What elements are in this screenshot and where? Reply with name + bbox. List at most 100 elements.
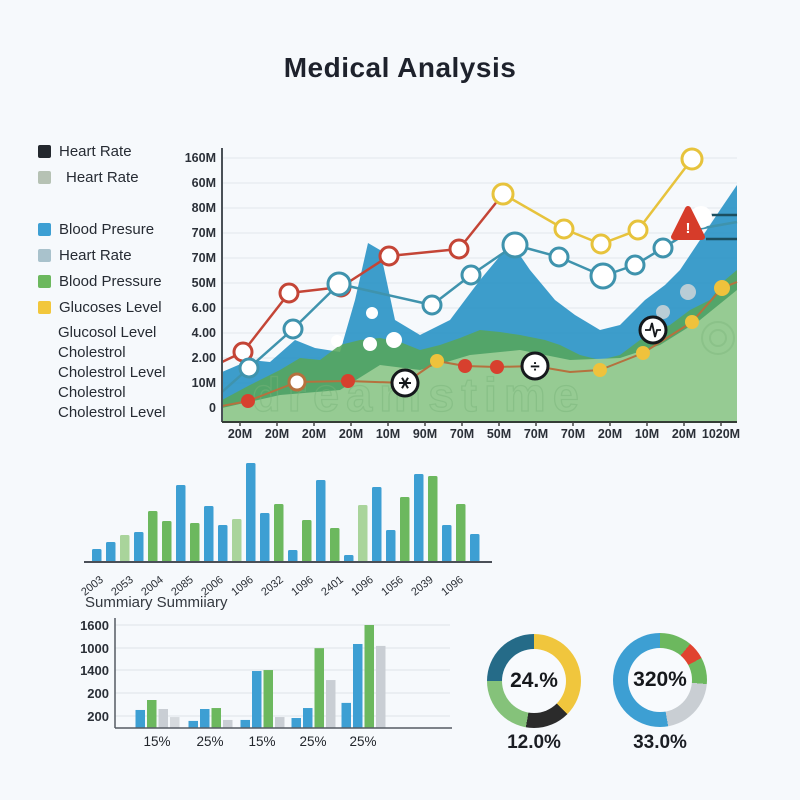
summary-bar (188, 720, 198, 728)
x-axis-label: 20M (672, 427, 696, 441)
y-axis-label: 80M (192, 201, 216, 215)
bar (344, 555, 354, 562)
summary-bar (211, 708, 221, 728)
cholestrol-trend-red-marker (278, 282, 300, 304)
y-axis-label: 160M (185, 151, 216, 165)
legend-item-9: Cholestrol (38, 384, 213, 401)
bar (162, 521, 172, 562)
asterisk-medical-icon (390, 368, 420, 398)
x-axis-label: 1020M (702, 427, 740, 441)
svg-text:!: ! (686, 220, 691, 237)
legend-label: Blood Pressure (59, 273, 162, 290)
summary-bar (314, 648, 324, 728)
bar (148, 511, 158, 562)
bar (120, 535, 130, 562)
cholestrol-level-trend-tan-marker (714, 280, 730, 296)
bar (316, 480, 326, 562)
bar (302, 520, 312, 562)
glucoses-trend-yellow (502, 158, 693, 246)
glucoses-trend-yellow-marker (553, 218, 575, 240)
bar (260, 513, 270, 562)
heart-rate-trend-teal-marker (589, 262, 617, 290)
cholestrol-level-trend-tan-marker (593, 363, 607, 377)
donut-1-hole: 24.% (502, 649, 566, 713)
summary-bar (291, 718, 301, 728)
heart-rate-trend-teal-marker (624, 254, 646, 276)
donut-chart-1: 24.% (487, 634, 581, 728)
bar (176, 485, 186, 562)
summary-bar (326, 680, 336, 728)
y-axis-label: 0 (209, 401, 216, 415)
summary-grouped-bar-chart: 1600 1000 1400 200 200 15% 25% 15% 25% 25% (80, 618, 452, 749)
heart-rate-trend-teal-marker (501, 231, 529, 259)
summary-y-label: 1000 (80, 641, 109, 656)
legend-label: Heart Rate (59, 143, 132, 160)
legend-label: Cholestrol Level (58, 404, 166, 421)
bar-x-label: 1096 (349, 574, 376, 599)
donut-2-center-label: 320% (633, 668, 687, 691)
divide-medical-icon: ÷ (520, 351, 550, 381)
glucoses-trend-yellow-marker (627, 219, 649, 241)
legend-item-2: Blood Presure (38, 220, 213, 239)
cholestrol-level-trend-tan-marker (490, 360, 504, 374)
y-axis-label: 50M (192, 276, 216, 290)
legend-label: Blood Presure (59, 221, 155, 238)
heart-rate-trend-teal-marker (460, 264, 482, 286)
summary-bar (341, 702, 351, 728)
donut-2-caption: 33.0% (633, 732, 687, 753)
glucose-area-lightgreen (222, 290, 737, 422)
bar (372, 487, 382, 562)
summary-bar (170, 717, 180, 728)
cholestrol-level-trend-tan-marker (685, 315, 699, 329)
bar (274, 504, 284, 562)
legend-swatch (38, 145, 51, 158)
donut-chart-2: 320% (613, 633, 707, 727)
x-axis-label: 50M (487, 427, 511, 441)
x-axis-label: 20M (339, 427, 363, 441)
yearly-bar-chart: 2003 2053 2004 2085 2006 1096 2032 1096 2401 1096… (79, 463, 492, 599)
summary-bar (200, 709, 210, 728)
glucoses-trend-yellow-marker (590, 233, 612, 255)
bar-x-label: 2039 (409, 574, 436, 599)
floating-dot (363, 337, 377, 351)
summary-x-label: 25% (299, 734, 326, 749)
legend-item-5: Glucoses Level (38, 298, 213, 317)
cholestrol-trend-red-marker (448, 238, 470, 260)
summary-x-label: 25% (349, 734, 376, 749)
heart-rate-trend-teal-marker (238, 357, 260, 379)
summary-x-label: 15% (143, 734, 170, 749)
cholestrol-level-trend-tan-marker (636, 346, 650, 360)
legend-label: Cholestrol (58, 344, 126, 361)
bar (204, 506, 214, 562)
bar (400, 497, 410, 562)
legend-label: Cholestrol Level (58, 364, 166, 381)
page-title: Medical Analysis (283, 52, 517, 83)
x-axis-label: 70M (561, 427, 585, 441)
legend-item-8: Cholestrol Level (38, 364, 213, 381)
bar (442, 525, 452, 562)
summary-bar (275, 717, 285, 728)
legend-item-3: Heart Rate (38, 246, 213, 265)
donut-1-caption: 12.0% (507, 732, 561, 753)
legend-item-7: Cholestrol (38, 344, 213, 361)
svg-text:÷: ÷ (530, 357, 539, 376)
legend-swatch (38, 171, 51, 184)
floating-dot (366, 307, 378, 319)
line-series (221, 147, 738, 408)
summary-y-label: 1600 (80, 618, 109, 633)
summary-bar (147, 699, 157, 728)
alert-warning-icon: ! (671, 206, 712, 240)
bar (218, 525, 228, 562)
bar (246, 463, 256, 562)
axes: 160M 60M 80M 70M 70M 50M 6.00 4.00 2.00 10M 0 20M 20… (185, 148, 740, 441)
summary-bar (158, 709, 168, 728)
bar (190, 523, 200, 562)
legend-label: Glucosol Level (58, 324, 157, 341)
summary-x-label: 25% (196, 734, 223, 749)
bar (386, 530, 396, 562)
bar-x-label: 1096 (229, 574, 256, 599)
floating-dot (680, 284, 696, 300)
legend-swatch (38, 249, 51, 262)
legend-swatch (38, 223, 51, 236)
summary-bar (364, 625, 374, 728)
